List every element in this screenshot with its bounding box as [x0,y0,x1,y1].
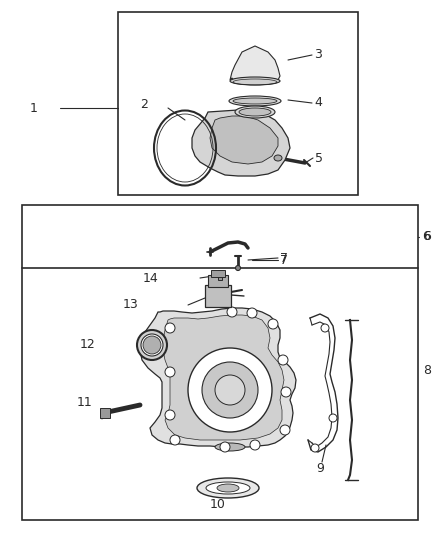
Text: 9: 9 [316,462,324,474]
Text: 13: 13 [122,298,138,311]
Ellipse shape [137,330,167,360]
Text: 4: 4 [314,96,322,109]
Circle shape [220,442,230,452]
Ellipse shape [143,336,161,354]
Bar [22,205,418,520]
Bar [218,270,222,280]
Ellipse shape [206,482,250,494]
Circle shape [188,348,272,432]
Ellipse shape [215,443,245,451]
Polygon shape [140,308,296,447]
Circle shape [268,319,278,329]
Circle shape [215,375,245,405]
Text: 6: 6 [422,230,430,244]
Ellipse shape [236,265,240,271]
Ellipse shape [239,108,271,116]
Text: 12: 12 [79,338,95,351]
Bar [118,12,358,195]
Text: 14: 14 [142,271,158,285]
Ellipse shape [235,106,275,118]
Ellipse shape [217,484,239,492]
Circle shape [321,324,329,332]
Circle shape [247,308,257,318]
Ellipse shape [197,478,259,498]
Circle shape [165,410,175,420]
Circle shape [165,323,175,333]
Polygon shape [230,46,280,82]
Text: 1: 1 [30,101,38,115]
Ellipse shape [233,98,277,104]
Polygon shape [163,315,284,440]
Ellipse shape [274,155,282,161]
Text: 11: 11 [76,397,92,409]
Circle shape [329,414,337,422]
Text: 3: 3 [314,49,322,61]
Polygon shape [192,110,290,176]
Text: 8: 8 [423,364,431,376]
Circle shape [250,440,260,450]
Bar [205,285,231,307]
Bar [100,408,110,418]
Circle shape [227,307,237,317]
Bar [208,275,228,287]
Text: 6: 6 [423,230,431,244]
Circle shape [170,435,180,445]
Polygon shape [210,116,278,164]
Text: 7: 7 [280,252,288,264]
Text: 2: 2 [140,99,148,111]
Text: 7: 7 [280,254,288,266]
Circle shape [202,362,258,418]
Circle shape [311,444,319,452]
Text: 10: 10 [210,497,226,511]
Ellipse shape [229,96,281,106]
Circle shape [278,355,288,365]
Ellipse shape [141,334,163,356]
Bar [211,270,225,277]
Text: 5: 5 [315,151,323,165]
Circle shape [281,387,291,397]
Circle shape [165,367,175,377]
Ellipse shape [230,77,280,85]
Circle shape [280,425,290,435]
